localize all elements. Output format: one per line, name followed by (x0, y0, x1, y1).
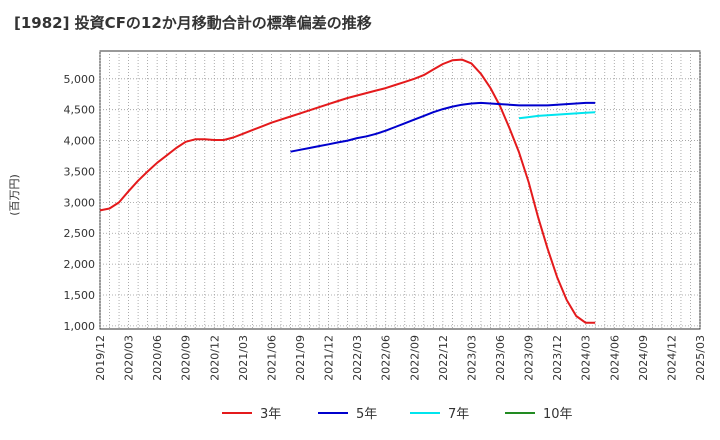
series-line-3 (518, 111, 596, 120)
x-tick-label: 2021/06 (265, 335, 278, 381)
x-tick-label: 2021/09 (294, 335, 307, 381)
y-tick-label: 4,000 (64, 135, 96, 148)
y-tick-label: 3,500 (64, 165, 96, 178)
x-tick-label: 2022/03 (351, 335, 364, 381)
series-lines (99, 58, 596, 324)
x-tick-label: 2023/06 (494, 335, 507, 381)
y-tick-label: 2,500 (64, 227, 96, 240)
legend: 3年 5年 7年 10年 (222, 407, 573, 422)
x-tick-label: 2022/12 (437, 335, 450, 381)
x-tick-label: 2021/12 (323, 335, 336, 381)
y-tick-label: 4,500 (64, 104, 96, 117)
x-tick-label: 2020/06 (151, 335, 164, 381)
x-tick-label: 2024/06 (608, 335, 621, 381)
y-tick-label: 1,500 (64, 289, 96, 302)
series-line-2 (290, 101, 596, 153)
y-ticks: 1,000 1,500 2,000 2,500 3,000 3,500 4,000 4,500… (64, 73, 96, 333)
x-tick-label: 2023/09 (523, 335, 536, 381)
y-tick-label: 1,000 (64, 320, 96, 333)
grid (99, 51, 701, 329)
y-tick-label: 5,000 (64, 73, 96, 86)
x-tick-label: 2022/09 (408, 335, 421, 381)
x-tick-label: 2022/06 (380, 335, 393, 381)
x-tick-label: 2021/03 (237, 335, 250, 381)
x-tick-label: 2024/09 (637, 335, 650, 381)
series-line-1 (99, 58, 596, 324)
legend-label-3: 7年 (448, 407, 469, 422)
x-tick-label: 2024/12 (665, 335, 678, 381)
y-tick-label: 2,000 (64, 258, 96, 271)
legend-label-4: 10年 (543, 407, 573, 422)
x-tick-label: 2020/12 (208, 335, 221, 381)
x-tick-label: 2025/03 (694, 335, 707, 381)
x-tick-label: 2024/03 (580, 335, 593, 381)
x-tick-label: 2023/12 (551, 335, 564, 381)
y-axis-label: (百万円) (8, 174, 21, 216)
x-tick-label: 2020/09 (180, 335, 193, 381)
x-tick-label: 2020/03 (123, 335, 136, 381)
chart-title: [1982] 投資CFの12か月移動合計の標準偏差の推移 (14, 14, 372, 32)
x-tick-label: 2019/12 (94, 335, 107, 381)
legend-label-1: 3年 (260, 407, 281, 422)
x-ticks: 2019/12 2020/03 2020/06 2020/09 2020/12 2021/… (94, 335, 707, 381)
x-tick-label: 2023/03 (465, 335, 478, 381)
y-tick-label: 3,000 (64, 196, 96, 209)
plot-area (99, 50, 701, 330)
legend-label-2: 5年 (356, 407, 377, 422)
